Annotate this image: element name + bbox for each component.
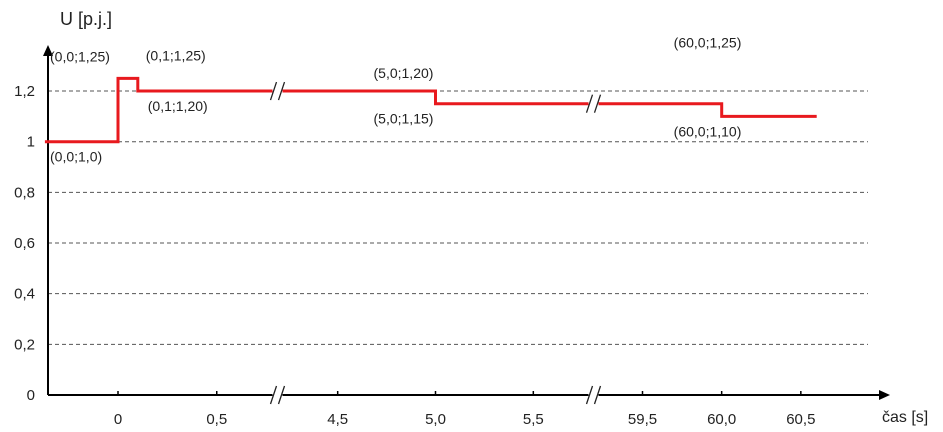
point-annotation: (0,1;1,20) [148, 98, 208, 114]
gridlines [48, 91, 868, 344]
y-tick-label: 0,4 [14, 286, 35, 303]
x-axis-break-icon [587, 386, 601, 404]
x-axis-break-icon [271, 386, 285, 404]
point-annotation: (0,1;1,25) [146, 47, 206, 63]
x-tick-label: 59,5 [628, 411, 657, 428]
point-annotation: (60,0;1,10) [674, 123, 742, 139]
x-tick-label: 5,0 [425, 411, 446, 428]
y-axis-title: U [p.j.] [60, 9, 112, 29]
y-tick-label: 0,6 [14, 235, 35, 252]
point-annotation: (0,0;1,25) [50, 48, 110, 64]
x-axis-arrow-icon [879, 390, 890, 400]
y-tick-label: 0,8 [14, 184, 35, 201]
x-tick-label: 0,5 [206, 411, 227, 428]
x-tick-label: 60,5 [786, 411, 815, 428]
series-break-icon [271, 82, 285, 100]
y-tick-label: 1 [27, 134, 35, 151]
x-axis-title: čas [s] [882, 409, 928, 426]
x-tick-label: 60,0 [707, 411, 736, 428]
x-tick-label: 0 [114, 411, 122, 428]
point-annotation: (5,0;1,15) [374, 111, 434, 127]
annotations: (0,0;1,25) (0,1;1,25) (0,1;1,20) (0,0;1,0) (… [50, 34, 741, 164]
point-annotation: (60,0;1,25) [674, 34, 742, 50]
x-tick-label: 4,5 [327, 411, 348, 428]
y-tick-label: 1,2 [14, 83, 35, 100]
y-tick-label: 0 [27, 387, 35, 404]
series-break-icon [587, 95, 601, 113]
y-tick-label: 0,2 [14, 336, 35, 353]
x-tick-label: 5,5 [523, 411, 544, 428]
point-annotation: (0,0;1,0) [50, 149, 102, 165]
point-annotation: (5,0;1,20) [374, 65, 434, 81]
